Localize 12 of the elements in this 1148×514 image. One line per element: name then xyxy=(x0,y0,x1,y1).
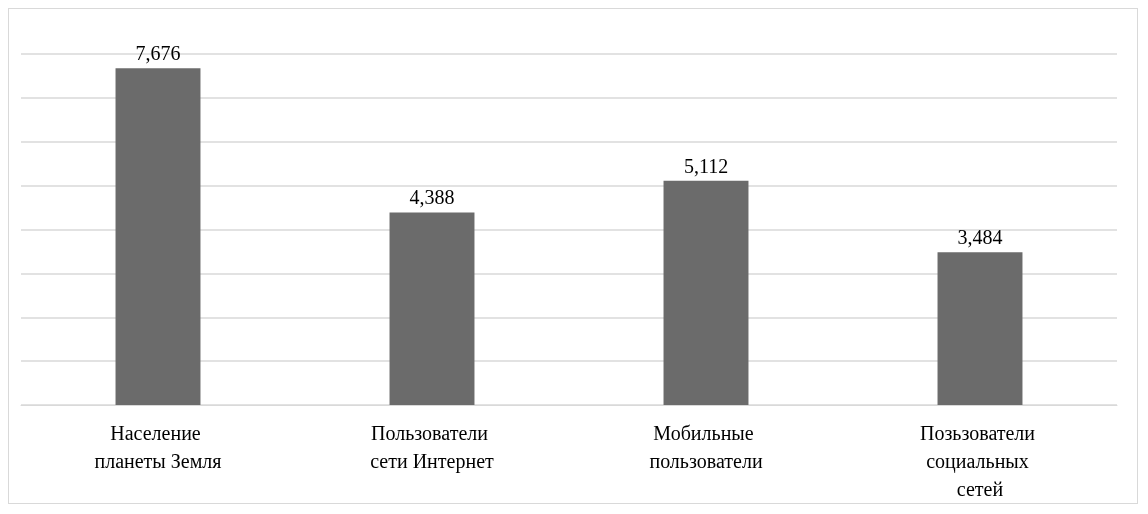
data-label: 4,388 xyxy=(409,186,455,209)
data-label: 3,484 xyxy=(957,226,1003,249)
x-tick-label: Позьзователи социальных сетей xyxy=(919,422,1041,500)
x-tick-label: Мобильные пользователи xyxy=(649,422,763,472)
bar xyxy=(389,212,475,405)
x-tick-label: Пользователи сети Интернет xyxy=(370,422,495,473)
data-label: 5,112 xyxy=(683,154,729,177)
x-tick-label: Население планеты Земля xyxy=(94,422,222,472)
bar xyxy=(115,68,201,405)
bar xyxy=(937,252,1023,405)
bar xyxy=(663,180,749,405)
data-label: 7,676 xyxy=(135,42,181,65)
